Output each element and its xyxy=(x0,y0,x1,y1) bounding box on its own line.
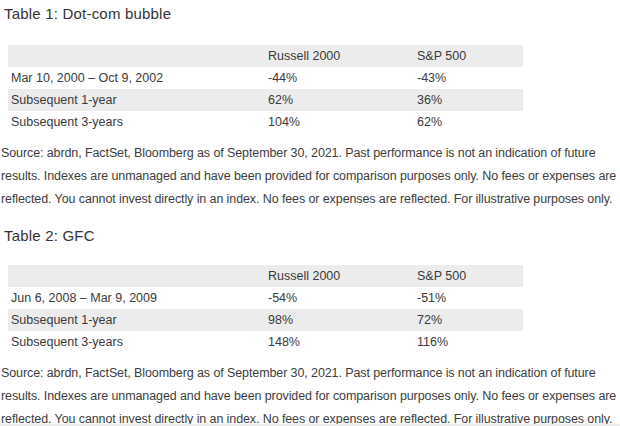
sp-500-value: 62% xyxy=(417,111,523,133)
table-row: Subsequent 3-years 104% 62% xyxy=(8,111,523,133)
table-row: Subsequent 1-year 98% 72% xyxy=(8,309,523,331)
column-header-sp-500: S&P 500 xyxy=(417,265,523,287)
source-line: results. Indexes are unmanaged and have … xyxy=(1,385,620,408)
russell-2000-value: 98% xyxy=(268,309,417,331)
table-1-source-note: Source: abrdn, FactSet, Bloomberg as of … xyxy=(1,142,620,211)
sp-500-value: 116% xyxy=(417,331,523,353)
sp-500-value: 72% xyxy=(417,309,523,331)
table-header-row: Russell 2000 S&P 500 xyxy=(8,265,523,287)
row-label-drawdown-period: Mar 10, 2000 – Oct 9, 2002 xyxy=(8,67,268,89)
table-1-title: Table 1: Dot-com bubble xyxy=(4,5,620,22)
sp-500-value: -43% xyxy=(417,67,523,89)
source-line: Source: abrdn, FactSet, Bloomberg as of … xyxy=(1,362,620,385)
row-label-drawdown-period: Jun 6, 2008 – Mar 9, 2009 xyxy=(8,287,268,309)
sp-500-value: -51% xyxy=(417,287,523,309)
column-header-empty xyxy=(8,265,268,287)
dotcom-bubble-section: Table 1: Dot-com bubble Russell 2000 S&P… xyxy=(0,5,620,211)
table-row: Mar 10, 2000 – Oct 9, 2002 -44% -43% xyxy=(8,67,523,89)
table-row: Subsequent 3-years 148% 116% xyxy=(8,331,523,353)
gfc-table: Russell 2000 S&P 500 Jun 6, 2008 – Mar 9… xyxy=(8,265,523,353)
column-header-empty xyxy=(8,45,268,67)
dotcom-bubble-table: Russell 2000 S&P 500 Mar 10, 2000 – Oct … xyxy=(8,45,523,133)
row-label-subsequent-1-year: Subsequent 1-year xyxy=(8,309,268,331)
row-label-subsequent-3-years: Subsequent 3-years xyxy=(8,331,268,353)
table-row: Subsequent 1-year 62% 36% xyxy=(8,89,523,111)
source-line: reflected. You cannot invest directly in… xyxy=(1,188,620,211)
source-line: results. Indexes are unmanaged and have … xyxy=(1,165,620,188)
source-line: Source: abrdn, FactSet, Bloomberg as of … xyxy=(1,142,620,165)
russell-2000-value: -54% xyxy=(268,287,417,309)
russell-2000-value: 104% xyxy=(268,111,417,133)
gfc-section: Table 2: GFC Russell 2000 S&P 500 Jun 6,… xyxy=(0,227,620,426)
row-label-subsequent-3-years: Subsequent 3-years xyxy=(8,111,268,133)
table-2-source-note: Source: abrdn, FactSet, Bloomberg as of … xyxy=(1,362,620,426)
table-header-row: Russell 2000 S&P 500 xyxy=(8,45,523,67)
russell-2000-value: 148% xyxy=(268,331,417,353)
row-label-subsequent-1-year: Subsequent 1-year xyxy=(8,89,268,111)
column-header-sp-500: S&P 500 xyxy=(417,45,523,67)
column-header-russell-2000: Russell 2000 xyxy=(268,45,417,67)
russell-2000-value: -44% xyxy=(268,67,417,89)
table-row: Jun 6, 2008 – Mar 9, 2009 -54% -51% xyxy=(8,287,523,309)
column-header-russell-2000: Russell 2000 xyxy=(268,265,417,287)
russell-2000-value: 62% xyxy=(268,89,417,111)
sp-500-value: 36% xyxy=(417,89,523,111)
table-2-title: Table 2: GFC xyxy=(4,227,620,244)
